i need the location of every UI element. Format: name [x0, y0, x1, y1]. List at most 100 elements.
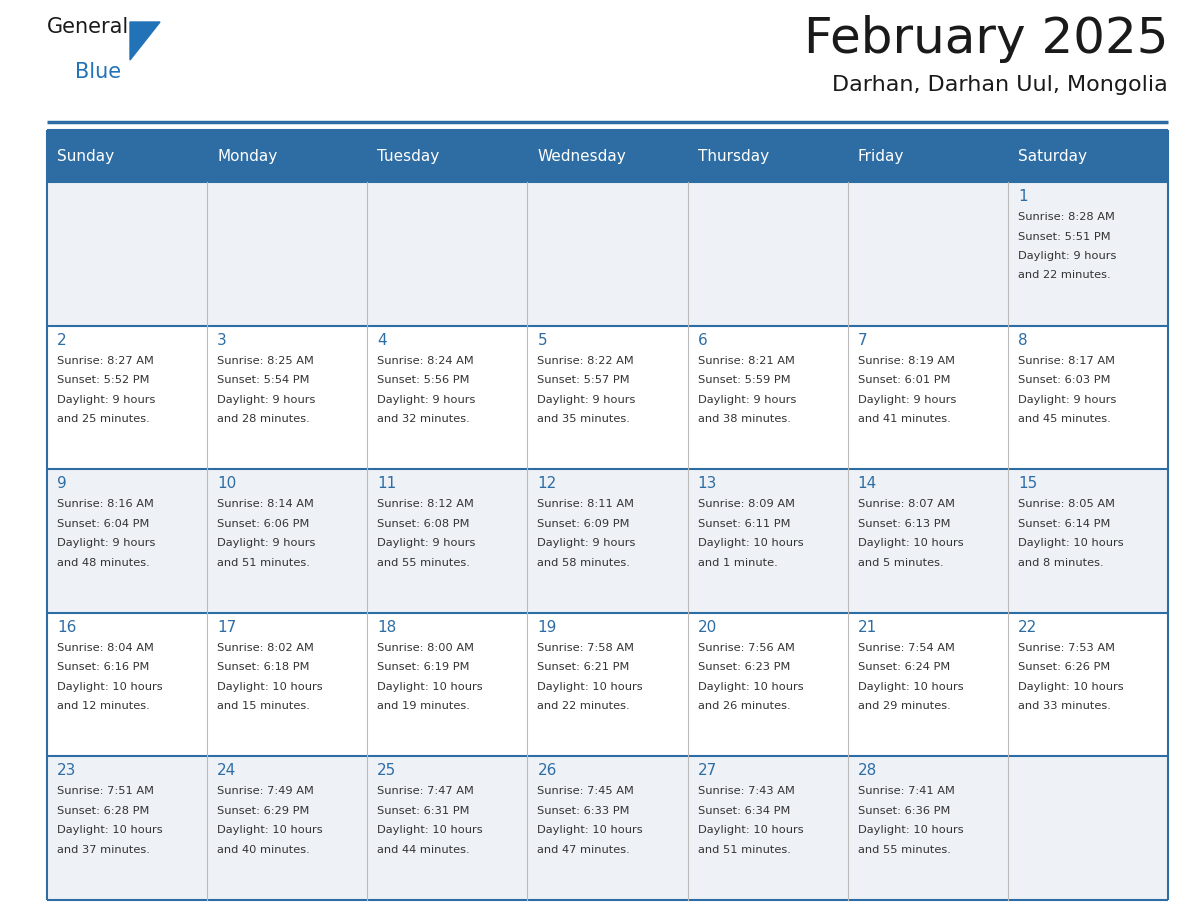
Text: Sunset: 6:23 PM: Sunset: 6:23 PM — [697, 662, 790, 672]
Text: Daylight: 10 hours: Daylight: 10 hours — [858, 538, 963, 548]
Text: Sunrise: 7:45 AM: Sunrise: 7:45 AM — [537, 787, 634, 797]
Text: 8: 8 — [1018, 332, 1028, 348]
Text: and 28 minutes.: and 28 minutes. — [217, 414, 310, 424]
Text: and 32 minutes.: and 32 minutes. — [378, 414, 470, 424]
Bar — [48, 469, 1168, 613]
Text: Sunrise: 8:17 AM: Sunrise: 8:17 AM — [1018, 355, 1114, 365]
Text: Sunset: 5:54 PM: Sunset: 5:54 PM — [217, 375, 310, 385]
Text: 4: 4 — [378, 332, 387, 348]
Text: Sunrise: 8:14 AM: Sunrise: 8:14 AM — [217, 499, 314, 509]
Text: Sunrise: 8:25 AM: Sunrise: 8:25 AM — [217, 355, 314, 365]
Text: and 44 minutes.: and 44 minutes. — [378, 845, 470, 855]
Text: Sunset: 6:33 PM: Sunset: 6:33 PM — [537, 806, 630, 816]
Text: Sunset: 6:04 PM: Sunset: 6:04 PM — [57, 519, 150, 529]
Text: Daylight: 9 hours: Daylight: 9 hours — [378, 538, 475, 548]
Text: 3: 3 — [217, 332, 227, 348]
Text: 9: 9 — [57, 476, 67, 491]
Text: Sunrise: 8:28 AM: Sunrise: 8:28 AM — [1018, 212, 1114, 222]
Text: Sunset: 6:24 PM: Sunset: 6:24 PM — [858, 662, 950, 672]
Text: 2: 2 — [57, 332, 67, 348]
Text: Daylight: 9 hours: Daylight: 9 hours — [217, 538, 316, 548]
Text: and 22 minutes.: and 22 minutes. — [1018, 271, 1111, 281]
Text: Sunrise: 7:58 AM: Sunrise: 7:58 AM — [537, 643, 634, 653]
Bar — [48, 756, 1168, 900]
Text: Sunset: 6:21 PM: Sunset: 6:21 PM — [537, 662, 630, 672]
Text: and 41 minutes.: and 41 minutes. — [858, 414, 950, 424]
Text: 1: 1 — [1018, 189, 1028, 204]
Text: 12: 12 — [537, 476, 557, 491]
Text: Wednesday: Wednesday — [537, 149, 626, 163]
Text: Sunset: 5:51 PM: Sunset: 5:51 PM — [1018, 231, 1111, 241]
Text: and 26 minutes.: and 26 minutes. — [697, 701, 790, 711]
Text: Daylight: 10 hours: Daylight: 10 hours — [537, 682, 643, 692]
Text: and 33 minutes.: and 33 minutes. — [1018, 701, 1111, 711]
Text: Sunrise: 8:05 AM: Sunrise: 8:05 AM — [1018, 499, 1114, 509]
Text: 21: 21 — [858, 620, 877, 635]
Text: Sunrise: 7:49 AM: Sunrise: 7:49 AM — [217, 787, 314, 797]
Text: Sunset: 6:36 PM: Sunset: 6:36 PM — [858, 806, 950, 816]
Text: Daylight: 9 hours: Daylight: 9 hours — [1018, 251, 1117, 261]
Text: Tuesday: Tuesday — [378, 149, 440, 163]
Text: Daylight: 10 hours: Daylight: 10 hours — [378, 825, 482, 835]
Text: Sunrise: 8:07 AM: Sunrise: 8:07 AM — [858, 499, 955, 509]
Text: and 47 minutes.: and 47 minutes. — [537, 845, 630, 855]
Text: 26: 26 — [537, 764, 557, 778]
Text: Daylight: 10 hours: Daylight: 10 hours — [858, 825, 963, 835]
Text: Friday: Friday — [858, 149, 904, 163]
Text: Daylight: 10 hours: Daylight: 10 hours — [1018, 682, 1124, 692]
Text: Sunrise: 8:02 AM: Sunrise: 8:02 AM — [217, 643, 314, 653]
Text: and 48 minutes.: and 48 minutes. — [57, 558, 150, 567]
Text: Monday: Monday — [217, 149, 277, 163]
Text: Daylight: 9 hours: Daylight: 9 hours — [378, 395, 475, 405]
Text: Sunrise: 8:04 AM: Sunrise: 8:04 AM — [57, 643, 154, 653]
Text: and 51 minutes.: and 51 minutes. — [217, 558, 310, 567]
Text: 22: 22 — [1018, 620, 1037, 635]
Text: 19: 19 — [537, 620, 557, 635]
Text: Saturday: Saturday — [1018, 149, 1087, 163]
Text: and 22 minutes.: and 22 minutes. — [537, 701, 630, 711]
Text: Thursday: Thursday — [697, 149, 769, 163]
Text: and 45 minutes.: and 45 minutes. — [1018, 414, 1111, 424]
Text: Daylight: 9 hours: Daylight: 9 hours — [1018, 395, 1117, 405]
Text: Daylight: 10 hours: Daylight: 10 hours — [217, 825, 323, 835]
Text: and 38 minutes.: and 38 minutes. — [697, 414, 790, 424]
Text: 11: 11 — [378, 476, 397, 491]
Text: Daylight: 10 hours: Daylight: 10 hours — [697, 682, 803, 692]
Text: Sunset: 6:08 PM: Sunset: 6:08 PM — [378, 519, 469, 529]
Text: and 58 minutes.: and 58 minutes. — [537, 558, 631, 567]
Text: Sunset: 6:09 PM: Sunset: 6:09 PM — [537, 519, 630, 529]
Text: Daylight: 9 hours: Daylight: 9 hours — [57, 538, 156, 548]
Text: Daylight: 10 hours: Daylight: 10 hours — [858, 682, 963, 692]
Text: Daylight: 9 hours: Daylight: 9 hours — [537, 395, 636, 405]
Text: Sunrise: 8:09 AM: Sunrise: 8:09 AM — [697, 499, 795, 509]
Text: and 37 minutes.: and 37 minutes. — [57, 845, 150, 855]
Text: and 25 minutes.: and 25 minutes. — [57, 414, 150, 424]
Text: Sunset: 6:01 PM: Sunset: 6:01 PM — [858, 375, 950, 385]
Text: 24: 24 — [217, 764, 236, 778]
Text: General: General — [48, 17, 129, 37]
Text: 20: 20 — [697, 620, 716, 635]
Text: Sunset: 5:52 PM: Sunset: 5:52 PM — [57, 375, 150, 385]
Text: and 12 minutes.: and 12 minutes. — [57, 701, 150, 711]
Text: Sunset: 6:16 PM: Sunset: 6:16 PM — [57, 662, 150, 672]
Text: Sunrise: 8:27 AM: Sunrise: 8:27 AM — [57, 355, 154, 365]
Text: Blue: Blue — [75, 62, 121, 82]
Text: February 2025: February 2025 — [803, 15, 1168, 63]
Text: Daylight: 10 hours: Daylight: 10 hours — [537, 825, 643, 835]
Text: Daylight: 9 hours: Daylight: 9 hours — [537, 538, 636, 548]
Text: and 51 minutes.: and 51 minutes. — [697, 845, 790, 855]
Text: Daylight: 10 hours: Daylight: 10 hours — [697, 538, 803, 548]
Text: Darhan, Darhan Uul, Mongolia: Darhan, Darhan Uul, Mongolia — [833, 75, 1168, 95]
Text: Sunrise: 8:00 AM: Sunrise: 8:00 AM — [378, 643, 474, 653]
Text: Daylight: 10 hours: Daylight: 10 hours — [57, 682, 163, 692]
Text: 6: 6 — [697, 332, 707, 348]
Text: 28: 28 — [858, 764, 877, 778]
Text: and 15 minutes.: and 15 minutes. — [217, 701, 310, 711]
Text: Sunrise: 7:47 AM: Sunrise: 7:47 AM — [378, 787, 474, 797]
Text: Daylight: 10 hours: Daylight: 10 hours — [378, 682, 482, 692]
Text: and 5 minutes.: and 5 minutes. — [858, 558, 943, 567]
Text: Sunset: 6:26 PM: Sunset: 6:26 PM — [1018, 662, 1110, 672]
Text: Sunset: 6:29 PM: Sunset: 6:29 PM — [217, 806, 310, 816]
Text: Daylight: 9 hours: Daylight: 9 hours — [57, 395, 156, 405]
Text: Sunrise: 7:51 AM: Sunrise: 7:51 AM — [57, 787, 154, 797]
